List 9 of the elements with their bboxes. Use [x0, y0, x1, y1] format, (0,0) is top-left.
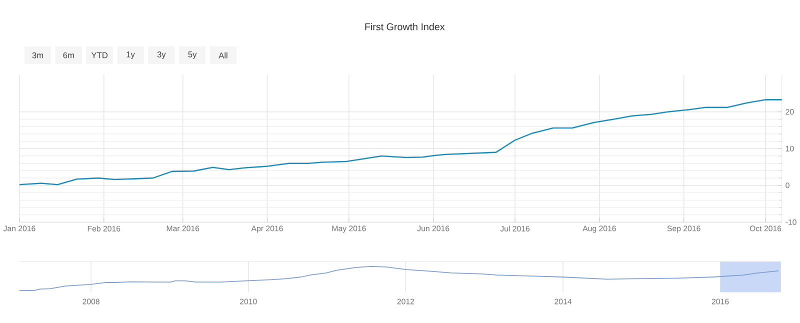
text: YTD	[91, 52, 108, 58]
text: 3y	[157, 52, 166, 60]
text: 5y	[188, 52, 197, 60]
text: 6m	[63, 52, 74, 58]
text: 1y	[126, 52, 135, 60]
text: 3m	[32, 52, 44, 58]
line-series	[18, 99, 783, 186]
text: All	[218, 52, 228, 58]
chart-title: First Growth Index	[365, 23, 445, 30]
